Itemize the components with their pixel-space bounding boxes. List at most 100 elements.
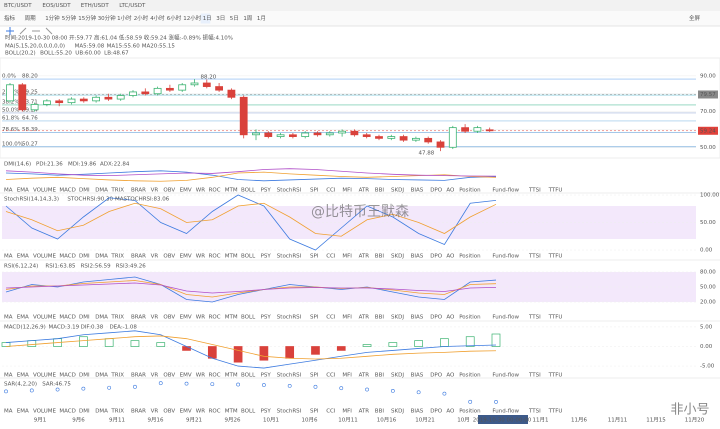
indicator-tab[interactable]: MTM (225, 409, 238, 415)
indicator-tab[interactable]: Position (459, 188, 481, 194)
indicator-tab[interactable]: BIAS (411, 409, 424, 415)
indicator-tab[interactable]: SPI (310, 188, 319, 194)
indicator-tab[interactable]: PSY (261, 315, 272, 321)
indicator-tab[interactable]: DMI (79, 188, 90, 194)
indicator-tab[interactable]: StochRSI (277, 315, 302, 321)
indicator-tab[interactable]: SPI (310, 409, 319, 415)
indicator-tab[interactable]: MTM (225, 315, 238, 321)
indicator-tab[interactable]: BBI (375, 254, 385, 260)
indicator-tab[interactable]: MA (4, 315, 13, 321)
indicator-tab[interactable]: PSY (261, 373, 272, 379)
indicator-tab[interactable]: TTFU (548, 315, 563, 321)
indicator-tab[interactable]: SPI (310, 254, 319, 260)
indicator-tab[interactable]: MFI (342, 315, 352, 321)
indicator-tab[interactable]: Fund-flow (492, 254, 519, 260)
indicator-tab[interactable]: PSY (261, 409, 272, 415)
indicator-tab[interactable]: OBV (163, 409, 175, 415)
indicator-tab[interactable]: TRIX (110, 373, 124, 379)
indicator-tab[interactable]: EMA (17, 188, 29, 194)
indicator-tab[interactable]: MA (4, 254, 13, 260)
indicator-tab[interactable]: AO (446, 409, 455, 415)
indicator-tab[interactable]: VOLUME (33, 188, 57, 194)
indicator-tab[interactable]: TRIX (110, 254, 124, 260)
period[interactable]: 2小时 (134, 14, 149, 22)
indicator-tab[interactable]: MACD (59, 254, 76, 260)
indicator-tab[interactable]: VOLUME (33, 373, 57, 379)
indicator-tab[interactable]: CCI (326, 373, 336, 379)
indicator-tab[interactable]: MTM (225, 188, 238, 194)
indicator-tab[interactable]: BBI (375, 409, 385, 415)
indicator-tab[interactable]: BOLL (241, 315, 256, 321)
indicator-tab[interactable]: BIAS (411, 315, 424, 321)
indicator-tab[interactable]: BRAR (131, 188, 146, 194)
indicator-tab[interactable]: DMA (95, 409, 108, 415)
indicator-tab[interactable]: VOLUME (33, 315, 57, 321)
indicator-tab[interactable]: MACD (59, 373, 76, 379)
indicator-tab[interactable]: ATR (359, 315, 370, 321)
draw-tools[interactable] (6, 27, 53, 35)
indicator-tab[interactable]: EMA (17, 254, 29, 260)
indicator-tab[interactable]: DMI (79, 254, 90, 260)
indicator-tab[interactable]: TTFU (548, 373, 563, 379)
indicator-tab[interactable]: StochRSI (277, 254, 302, 260)
indicator-tab[interactable]: TRIX (110, 188, 124, 194)
indicator-tab[interactable]: ROC (209, 188, 221, 194)
indicator-tab[interactable]: Fund-flow (492, 373, 519, 379)
indicator-tab[interactable]: DPO (430, 188, 443, 194)
tab[interactable]: EOS/USDT (42, 3, 71, 9)
indicator-tab[interactable]: WR (196, 188, 205, 194)
indicator-tab[interactable]: DMA (95, 373, 108, 379)
indicator-tab[interactable]: SKDJ (391, 315, 404, 321)
indicator-tab[interactable]: Position (459, 373, 481, 379)
indicator-tab[interactable]: MACD (59, 188, 76, 194)
indicator-tab[interactable]: VOLUME (33, 254, 57, 260)
indicator-tab[interactable]: EMV (180, 315, 192, 321)
indicator-tab[interactable]: ROC (209, 315, 221, 321)
period[interactable]: 12小时 (183, 14, 201, 22)
indicator-tab[interactable]: ATR (359, 254, 370, 260)
indicator-tab[interactable]: ATR (359, 409, 370, 415)
indicator-tab[interactable]: AO (446, 254, 455, 260)
indicator-tab[interactable]: BBI (375, 373, 385, 379)
indicator-tab[interactable]: DMI (79, 409, 90, 415)
indicator-tab[interactable]: CCI (326, 188, 336, 194)
indicator-tab[interactable]: TTFU (548, 409, 563, 415)
indicator-tab[interactable]: TRIX (110, 409, 124, 415)
indicator-tab[interactable]: DPO (430, 315, 443, 321)
period[interactable]: 5日 (230, 15, 239, 22)
indicator-tab[interactable]: EMV (180, 409, 192, 415)
indicator-tab[interactable]: BRAR (131, 409, 146, 415)
indicator-tab[interactable]: BIAS (411, 373, 424, 379)
indicator-tab[interactable]: StochRSI (277, 373, 302, 379)
indicator-tab[interactable]: TTFU (548, 188, 563, 194)
indicator-tab[interactable]: BOLL (241, 188, 256, 194)
period[interactable]: 4小时 (150, 14, 165, 22)
period[interactable]: 6小时 (167, 14, 182, 22)
indicator-tab[interactable]: DMI (79, 373, 90, 379)
indicator-tab[interactable]: SKDJ (391, 409, 404, 415)
indicator-tab[interactable]: DMA (95, 315, 108, 321)
indicator-tab[interactable]: PSY (261, 188, 272, 194)
indicator-tab[interactable]: MFI (342, 254, 352, 260)
indicator-tab[interactable]: AO (446, 373, 455, 379)
period[interactable]: 1周 (243, 15, 252, 22)
indicator-tab[interactable]: VR (151, 315, 159, 321)
indicator-tab[interactable]: TTSI (528, 373, 541, 379)
period[interactable]: 1日 (203, 15, 212, 22)
indicator-tab[interactable]: MFI (342, 409, 352, 415)
indicator-tab[interactable]: MACD (59, 315, 76, 321)
indicator-tab[interactable]: TTSI (528, 188, 541, 194)
indicator-tab[interactable]: BOLL (241, 254, 256, 260)
indicator-tab[interactable]: ROC (209, 373, 221, 379)
indicator-tab[interactable]: DMA (95, 188, 108, 194)
indicator-tab[interactable]: EMA (17, 409, 29, 415)
indicator-tab[interactable]: BBI (375, 188, 385, 194)
indicator-tab[interactable]: VR (151, 409, 159, 415)
period[interactable]: 1小时 (117, 14, 132, 22)
tab[interactable]: LTC/USDT (119, 3, 146, 9)
indicator-tab[interactable]: Position (459, 409, 481, 415)
indicator-tab[interactable]: Fund-flow (492, 409, 519, 415)
indicator-tab[interactable]: SPI (310, 373, 319, 379)
indicator-tab[interactable]: MACD (59, 409, 76, 415)
indicator-tab[interactable]: DMI (79, 315, 90, 321)
